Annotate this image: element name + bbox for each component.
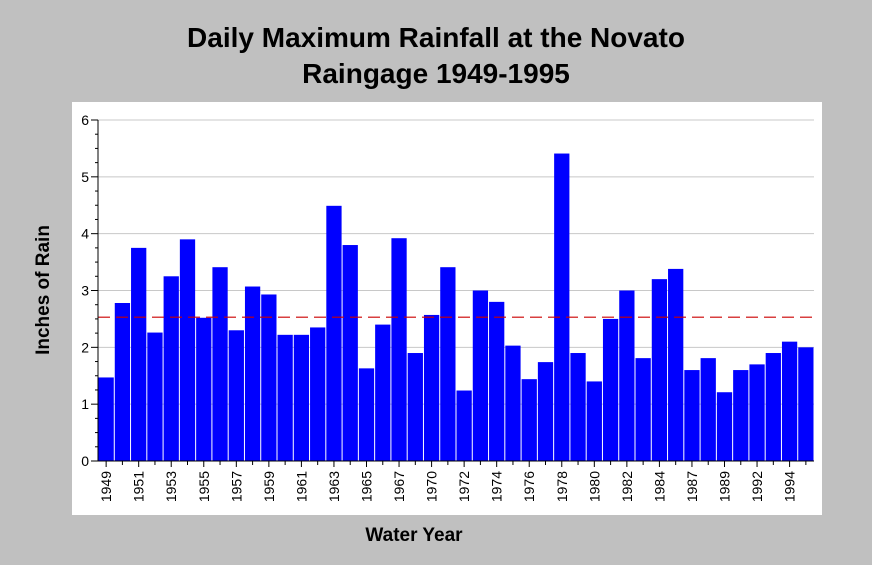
y-tick-label: 5 (81, 169, 89, 185)
x-tick-label: 1963 (326, 471, 342, 502)
bar-1958 (244, 286, 261, 461)
bar-1992 (749, 364, 765, 461)
x-tick-label: 1982 (619, 471, 635, 502)
bar-1961 (293, 334, 310, 461)
y-axis-title: Inches of Rain (33, 225, 54, 355)
bar-1959 (261, 294, 277, 461)
x-tick-label: 1970 (424, 471, 440, 502)
bar-1971 (440, 267, 456, 461)
bar-1974 (489, 301, 505, 461)
x-tick-label: 1987 (684, 471, 700, 502)
bar-1979 (570, 353, 586, 461)
bar-1988 (700, 358, 716, 461)
y-tick-label: 1 (81, 396, 89, 412)
bar-1952 (147, 332, 163, 461)
bar-1965 (358, 368, 375, 461)
bar-1975 (505, 345, 521, 461)
bar-1990 (733, 370, 749, 461)
axes: 0 1 2 3 4 5 6 1949 1951 1953 1955 1957 1959 1961 1963 1… (81, 112, 814, 502)
x-tick-label: 1965 (359, 471, 375, 502)
x-tick-label: 1959 (261, 471, 277, 502)
y-tick-label: 2 (81, 339, 89, 355)
x-tick-label: 1978 (554, 471, 570, 502)
chart-title-line-2: Raingage 1949-1995 (302, 58, 570, 89)
y-tick-label: 6 (81, 112, 89, 128)
bar-1963 (326, 205, 342, 461)
x-tick-label: 1957 (228, 471, 244, 502)
bar-1949 (98, 377, 114, 461)
bar-1984 (651, 279, 668, 461)
bar-1995 (798, 347, 814, 461)
bar-1969 (407, 353, 423, 461)
bar-1980 (586, 381, 602, 461)
bar-1953 (163, 276, 179, 461)
bar-1978 (554, 153, 570, 461)
x-tick-label: 1972 (456, 471, 472, 502)
bar-1982 (619, 290, 635, 461)
bar-1981 (602, 318, 619, 461)
x-tick-label: 1974 (489, 471, 505, 502)
bar-1956 (212, 267, 228, 461)
x-tick-label: 1953 (163, 471, 179, 502)
x-tick-label: 1984 (651, 471, 667, 502)
x-axis-title: Water Year (365, 525, 463, 546)
bar-1966 (375, 324, 391, 461)
x-tick-label: 1992 (749, 471, 765, 502)
x-tick-label: 1967 (391, 471, 407, 502)
bar-1955 (196, 317, 212, 461)
x-tick-label: 1994 (782, 471, 798, 502)
y-tick-label: 0 (81, 453, 89, 469)
chart-title-line-1: Daily Maximum Rainfall at the Novato (187, 22, 685, 53)
bar-1986 (668, 268, 684, 461)
bar-1994 (781, 341, 798, 461)
bar-1983 (635, 358, 651, 461)
chart-title: Daily Maximum Rainfall at the Novato Rai… (0, 0, 872, 100)
bar-1962 (310, 327, 326, 461)
bar-1957 (228, 330, 244, 461)
x-tick-label: 1989 (717, 471, 733, 502)
bars (98, 153, 814, 461)
bar-1967 (391, 238, 407, 461)
x-tick-label: 1949 (98, 471, 114, 502)
x-tick-label: 1955 (196, 471, 212, 502)
bar-1987 (684, 370, 700, 461)
bar-1970 (423, 314, 440, 461)
bar-1976 (521, 379, 537, 461)
y-tick-label: 3 (81, 283, 89, 299)
bar-1960 (277, 334, 293, 461)
x-tick-label: 1976 (521, 471, 537, 502)
bar-1993 (765, 353, 781, 461)
x-tick-label: 1951 (131, 471, 147, 502)
y-tick-label: 4 (81, 226, 89, 242)
bar-1950 (114, 303, 131, 461)
x-tick-label: 1961 (293, 471, 309, 502)
x-tick-label: 1980 (586, 471, 602, 502)
bar-1977 (537, 362, 554, 461)
bar-1973 (472, 290, 489, 461)
bar-1954 (179, 239, 196, 461)
bar-1951 (131, 247, 147, 461)
bar-1964 (342, 245, 358, 461)
bar-1989 (716, 392, 733, 461)
bar-1972 (456, 390, 472, 461)
